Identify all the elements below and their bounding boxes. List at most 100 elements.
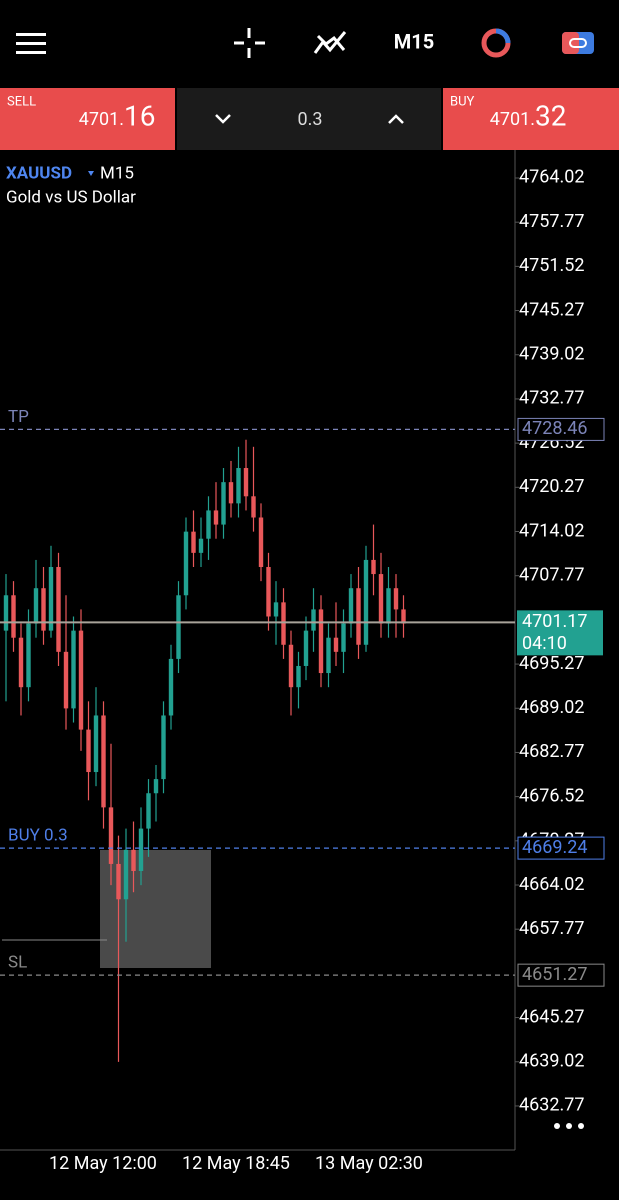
volume-down[interactable] <box>215 114 231 124</box>
candle-body <box>356 588 361 645</box>
more-button[interactable] <box>554 1123 584 1129</box>
level-price-box <box>517 963 605 987</box>
buy-button[interactable]: BUY 4701. 32 <box>443 88 619 150</box>
candle-body <box>288 644 294 688</box>
candle-body <box>318 609 324 674</box>
candle-body <box>378 574 384 624</box>
candle-body <box>123 849 129 900</box>
account-button[interactable] <box>562 32 594 54</box>
candle-body <box>18 637 24 688</box>
level-name: SL <box>8 953 27 973</box>
x-tick-label: 13 May 02:30 <box>315 1153 423 1174</box>
sell-price-big: 16 <box>124 99 155 132</box>
level-name: BUY 0.3 <box>8 826 68 846</box>
candle-body <box>371 559 376 575</box>
sell-price-main: 4701. <box>79 109 124 130</box>
candle-body <box>401 609 406 624</box>
chart-timeframe: M15 <box>100 163 134 183</box>
current-price-label: 4701.17 <box>522 611 587 632</box>
y-tick-label: 4676.52 <box>519 785 584 806</box>
y-tick-label: 4732.77 <box>519 388 584 409</box>
candle-body <box>296 665 301 688</box>
buy-label: BUY <box>450 94 475 109</box>
candle-body <box>333 637 339 652</box>
sell-button[interactable]: SELL 4701. 16 <box>0 88 175 150</box>
y-tick-label: 4695.27 <box>519 653 584 674</box>
candle-body <box>146 793 151 829</box>
candle-body <box>11 595 16 638</box>
candle-body <box>273 602 279 617</box>
candle-body <box>86 729 91 773</box>
y-tick-label: 4739.02 <box>519 344 584 365</box>
candle-body <box>348 588 354 624</box>
symbol-description: Gold vs US Dollar <box>6 187 136 207</box>
level-price: 4728.46 <box>522 418 587 439</box>
volume-value[interactable]: 0.3 <box>298 109 323 130</box>
candle-body <box>258 517 264 567</box>
timeframe-button[interactable]: M15 <box>394 29 434 53</box>
level-price-box <box>517 417 605 441</box>
y-tick-label: 4745.27 <box>519 299 584 320</box>
candle-body <box>48 566 54 631</box>
candle-body <box>363 559 369 645</box>
candle-body <box>138 828 144 872</box>
countdown-label: 04:10 <box>522 633 567 654</box>
sell-label: SELL <box>7 94 36 109</box>
y-tick-label: 4639.02 <box>519 1051 584 1072</box>
candle-body <box>71 630 76 709</box>
candle-body <box>266 566 271 617</box>
x-tick-label: 12 May 12:00 <box>49 1153 157 1174</box>
candle-body <box>341 623 346 652</box>
candle-body <box>191 531 196 553</box>
candle-body <box>168 658 174 716</box>
candle-body <box>228 482 234 504</box>
candle-body <box>303 630 309 666</box>
current-price-box <box>517 610 603 656</box>
y-tick-label: 4645.27 <box>519 1006 584 1027</box>
candle-body <box>326 637 331 674</box>
candle-body <box>386 588 391 624</box>
symbol[interactable]: XAUUSD <box>6 163 72 183</box>
candle-body <box>311 609 316 631</box>
candle-body <box>131 849 136 872</box>
y-tick-label: 4757.77 <box>519 211 584 232</box>
candle-body <box>63 651 69 709</box>
candle-body <box>116 863 121 900</box>
menu-button[interactable] <box>16 33 46 54</box>
candle-body <box>33 588 39 624</box>
candle-body <box>161 715 166 780</box>
candle-body <box>243 468 249 497</box>
candle-body <box>251 496 256 518</box>
candle-body <box>41 588 46 631</box>
candle-body <box>281 602 286 645</box>
trade-button[interactable] <box>481 28 511 58</box>
candle-body <box>198 538 204 553</box>
y-tick-label: 4764.02 <box>519 167 584 188</box>
y-tick-label: 4720.27 <box>519 476 584 497</box>
candle-body <box>101 715 106 808</box>
candle-body <box>3 595 9 631</box>
candle-body <box>183 531 189 596</box>
y-tick-label: 4664.02 <box>519 874 584 895</box>
candle-body <box>26 623 31 688</box>
candle-body <box>153 779 159 794</box>
candle-body <box>393 588 399 610</box>
candle-body <box>236 468 241 504</box>
candle-body <box>176 595 181 659</box>
volume-up[interactable] <box>388 114 404 124</box>
level-price-box <box>517 836 605 860</box>
y-tick-label: 4751.52 <box>519 255 584 276</box>
level-price: 4651.27 <box>522 964 587 985</box>
crosshair-button[interactable] <box>234 28 265 58</box>
y-tick-label: 4657.77 <box>519 918 584 939</box>
level-name: TP <box>8 407 29 427</box>
y-tick-label: 4714.02 <box>519 520 584 541</box>
candle-body <box>93 715 99 773</box>
indicators-button[interactable] <box>313 31 347 54</box>
candle-body <box>221 482 226 525</box>
level-price: 4669.24 <box>522 837 587 858</box>
symbol-dropdown[interactable] <box>88 171 94 176</box>
buy-price-main: 4701. <box>490 109 535 130</box>
